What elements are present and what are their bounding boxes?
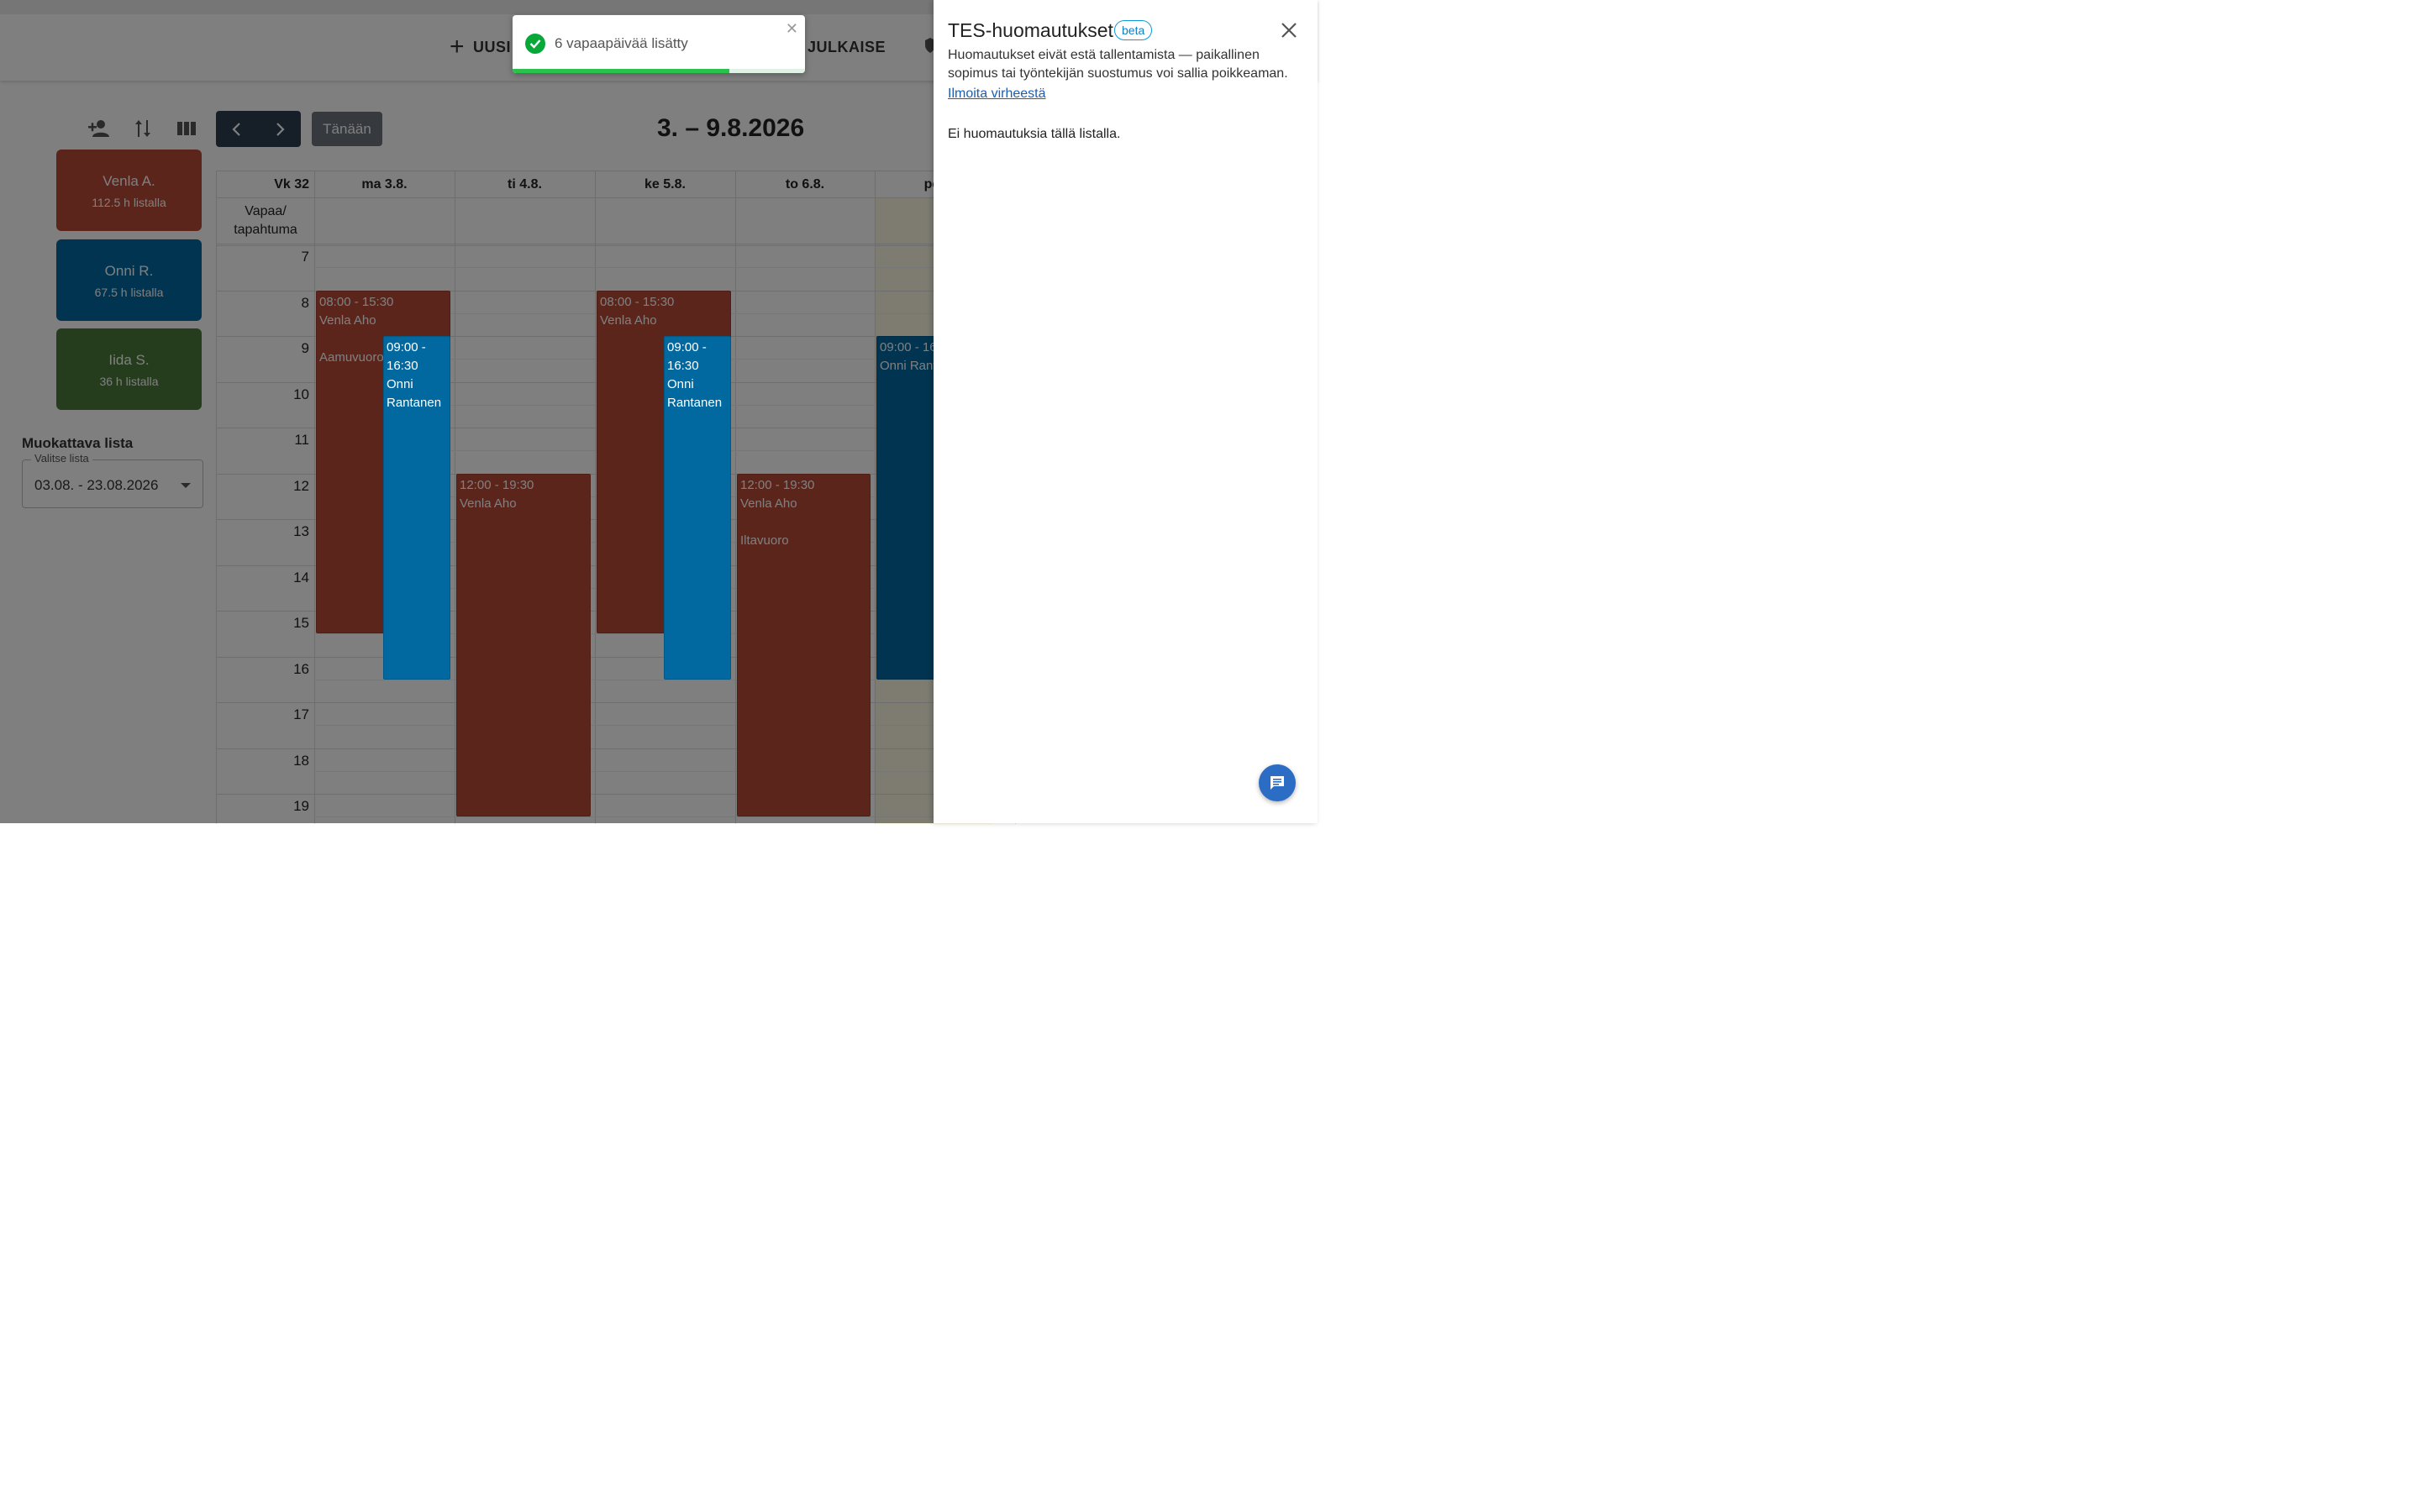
report-error-link[interactable]: Ilmoita virheestä xyxy=(948,87,1046,101)
shift-person: Onni Rantanen xyxy=(667,377,723,410)
toast-progress xyxy=(513,69,805,73)
shift-event[interactable]: 09:00 - 16:30 Onni Rantanen xyxy=(383,336,450,680)
success-toast: 6 vapaapäivää lisätty ✕ xyxy=(513,15,805,73)
shift-person: Onni Rantanen xyxy=(387,377,442,410)
check-circle-icon xyxy=(525,34,545,54)
shift-time: 09:00 - 16:30 xyxy=(667,340,707,373)
panel-title: TES-huomautukset xyxy=(948,19,1113,41)
chat-icon[interactable] xyxy=(1259,764,1296,801)
panel-description: Huomautukset eivät estä tallentamista — … xyxy=(948,48,1288,81)
toast-message: 6 vapaapäivää lisätty xyxy=(555,35,688,51)
close-icon[interactable] xyxy=(1279,20,1299,40)
shift-event[interactable]: 09:00 - 16:30 Onni Rantanen xyxy=(664,336,731,680)
shift-time: 09:00 - 16:30 xyxy=(387,340,426,373)
toast-close-icon[interactable]: ✕ xyxy=(785,20,798,37)
tes-notes-panel: TES-huomautukset beta Huomautukset eivät… xyxy=(934,0,1318,823)
beta-badge: beta xyxy=(1114,20,1153,40)
toast-progress-fill xyxy=(513,69,729,73)
empty-notes-text: Ei huomautuksia tällä listalla. xyxy=(948,127,1121,141)
